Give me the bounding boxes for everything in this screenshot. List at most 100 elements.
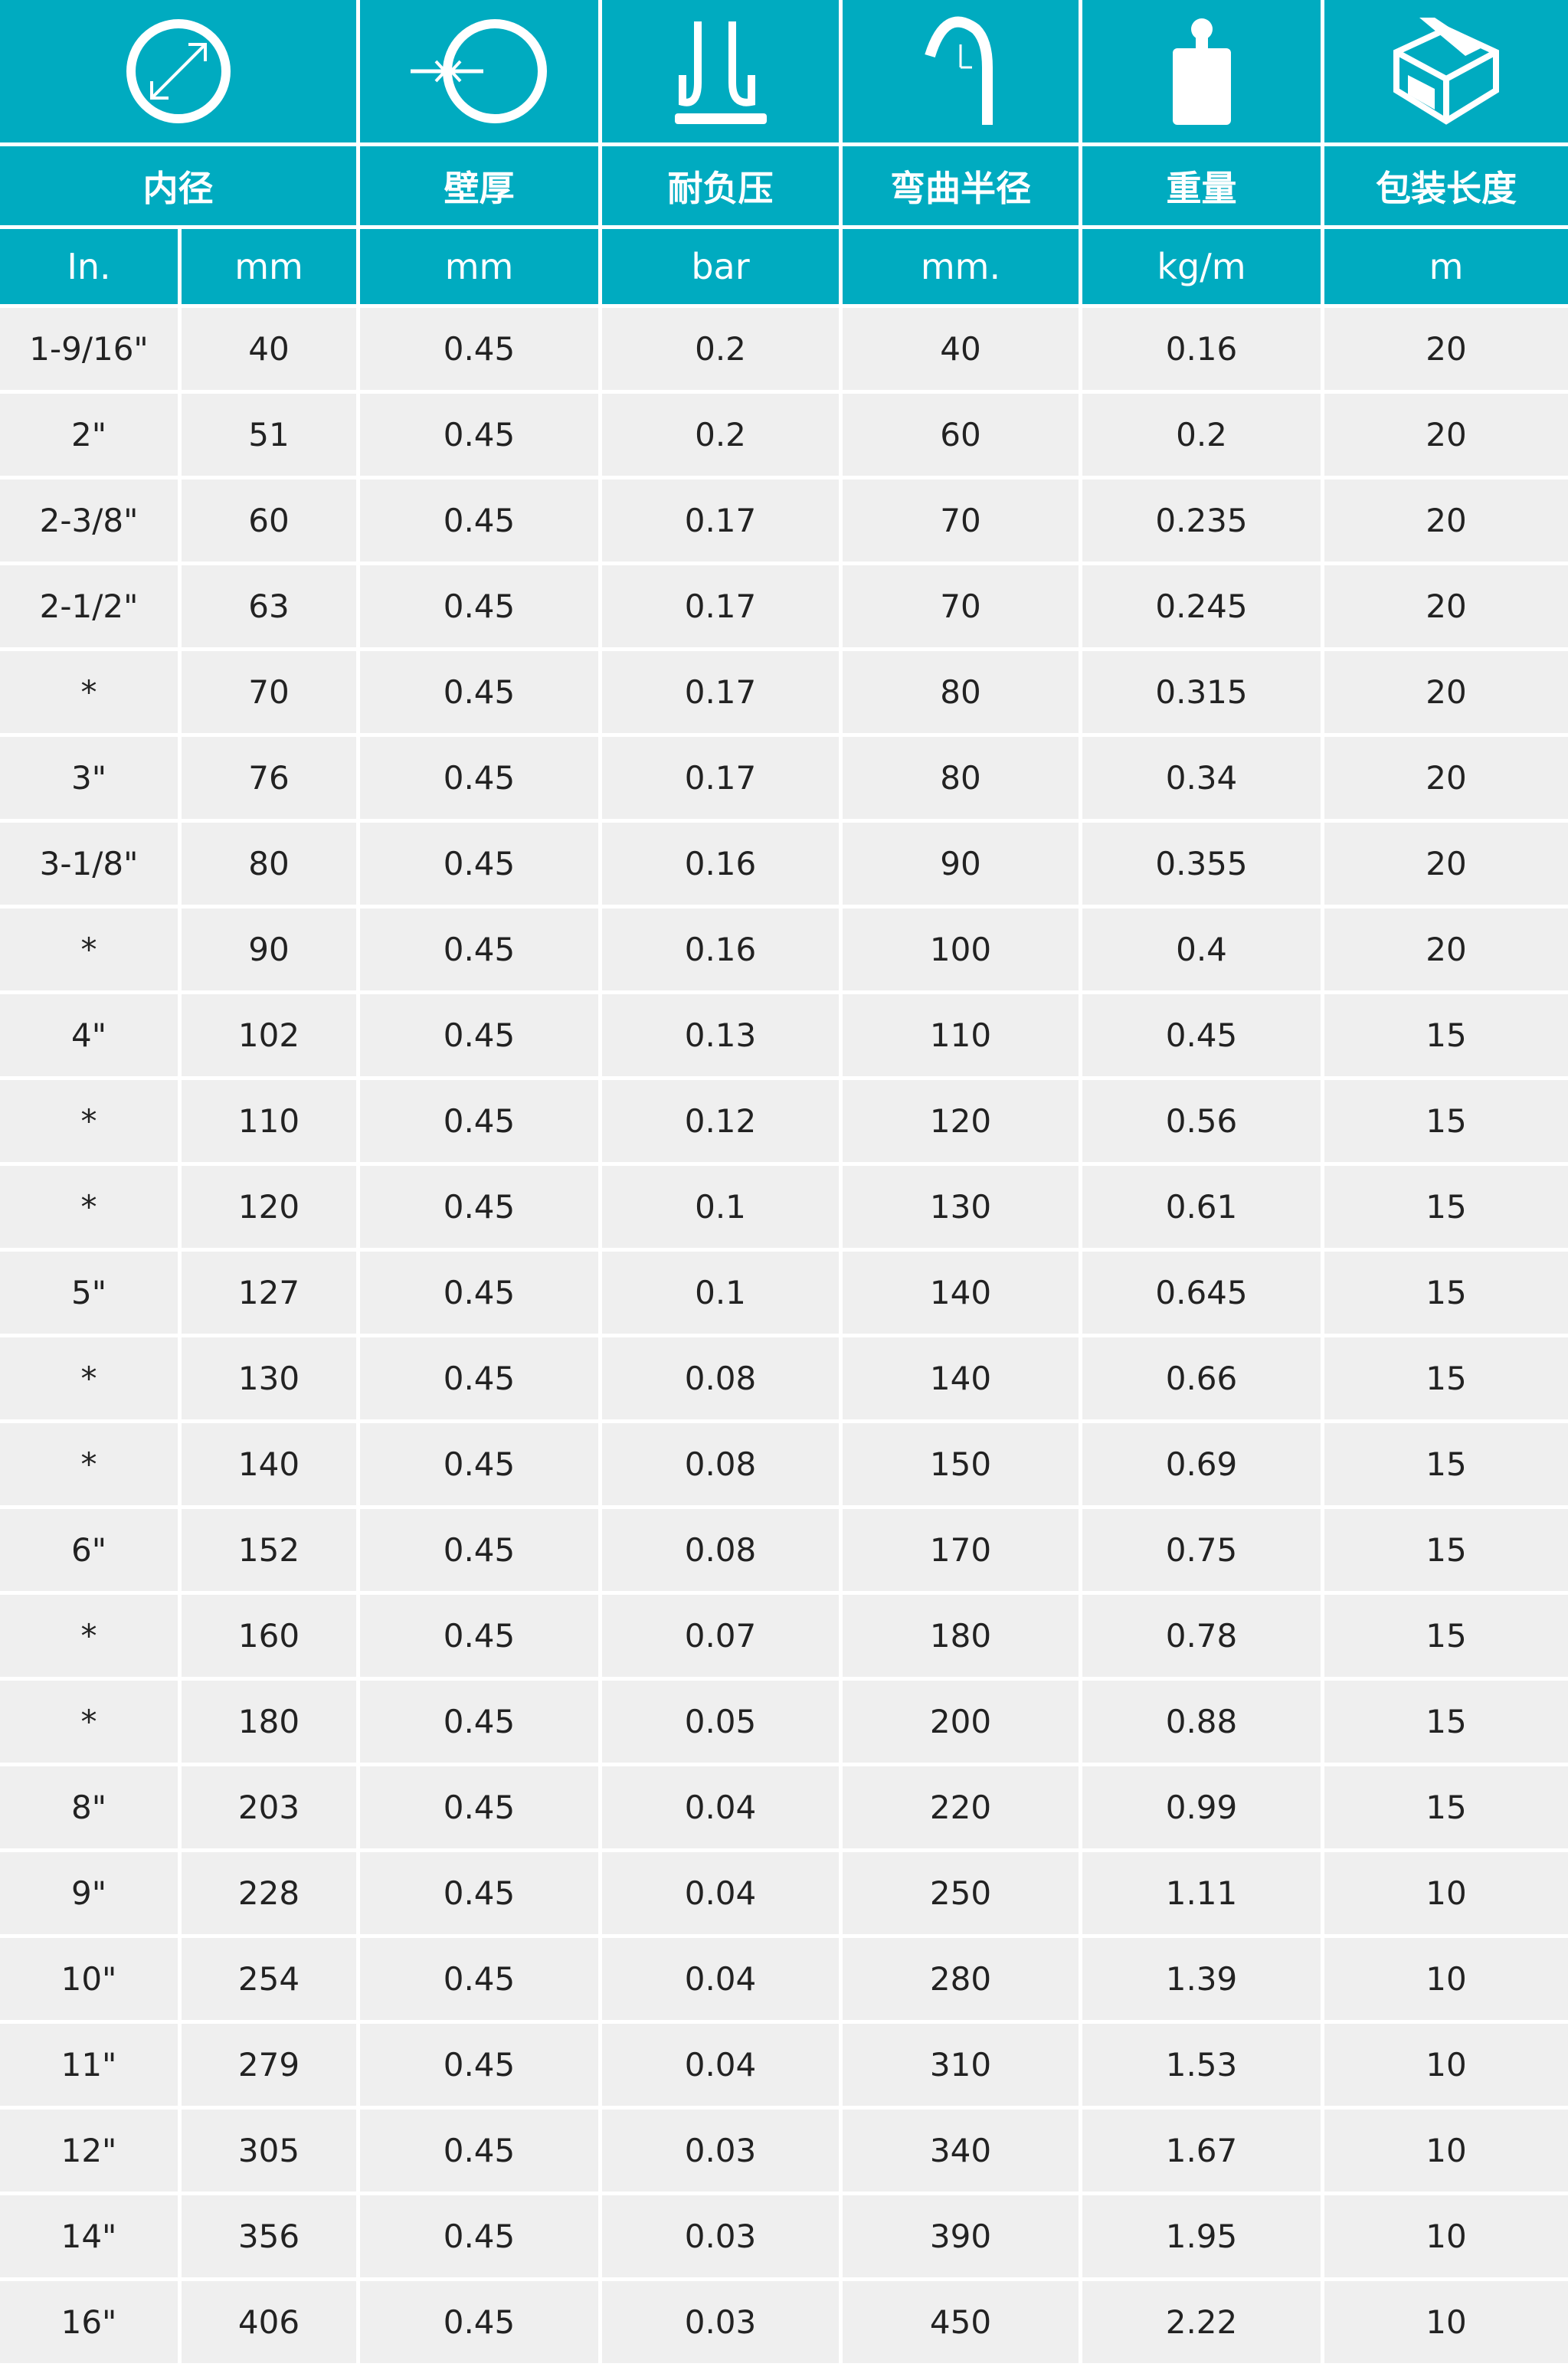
table-cell: 10 — [1324, 1852, 1568, 1938]
table-cell: 100 — [843, 908, 1082, 994]
table-row: 6" 152 0.45 0.08 170 0.75 15 — [0, 1509, 1568, 1595]
table-cell: 90 — [182, 908, 360, 994]
table-cell: 0.03 — [602, 2110, 843, 2195]
table-cell: 15 — [1324, 1252, 1568, 1337]
table-cell: 0.16 — [602, 823, 843, 908]
table-cell: 0.45 — [360, 1252, 602, 1337]
table-cell: * — [0, 1166, 182, 1252]
table-cell: 15 — [1324, 1337, 1568, 1423]
table-row: * 110 0.45 0.12 120 0.56 15 — [0, 1080, 1568, 1166]
table-row: 2" 51 0.45 0.2 60 0.2 20 — [0, 394, 1568, 480]
table-row: 9" 228 0.45 0.04 250 1.11 10 — [0, 1852, 1568, 1938]
table-cell: 0.45 — [360, 908, 602, 994]
inner-diameter-icon — [0, 0, 360, 146]
table-cell: 70 — [182, 651, 360, 737]
unit-cell: mm — [360, 229, 602, 308]
table-cell: 0.45 — [360, 1766, 602, 1852]
table-cell: 15 — [1324, 1509, 1568, 1595]
table-cell: 0.07 — [602, 1595, 843, 1681]
table-cell: 3-1/8" — [0, 823, 182, 908]
table-cell: 0.2 — [602, 394, 843, 480]
table-cell: 70 — [843, 480, 1082, 565]
table-cell: 0.03 — [602, 2195, 843, 2281]
unit-cell: m — [1324, 229, 1568, 308]
table-cell: 0.355 — [1082, 823, 1324, 908]
table-cell: 150 — [843, 1423, 1082, 1509]
table-cell: 140 — [843, 1252, 1082, 1337]
table-cell: 4" — [0, 994, 182, 1080]
table-cell: 0.45 — [360, 1938, 602, 2024]
table-body: 1-9/16" 40 0.45 0.2 40 0.16 20 2" 51 0.45 0.2 60 0.2… — [0, 308, 1568, 2367]
table-cell: 0.45 — [360, 308, 602, 394]
table-cell: 15 — [1324, 994, 1568, 1080]
table-row: 16" 406 0.45 0.03 450 2.22 10 — [0, 2281, 1568, 2367]
table-cell: 0.75 — [1082, 1509, 1324, 1595]
table-cell: 279 — [182, 2024, 360, 2110]
table-cell: 120 — [182, 1166, 360, 1252]
table-cell: 0.4 — [1082, 908, 1324, 994]
table-cell: 2-1/2" — [0, 565, 182, 651]
table-cell: 1-9/16" — [0, 308, 182, 394]
table-cell: 0.56 — [1082, 1080, 1324, 1166]
table-cell: 20 — [1324, 394, 1568, 480]
table-cell: 0.08 — [602, 1337, 843, 1423]
table-row: 12" 305 0.45 0.03 340 1.67 10 — [0, 2110, 1568, 2195]
table-cell: 20 — [1324, 308, 1568, 394]
table-cell: 250 — [843, 1852, 1082, 1938]
table-cell: 0.45 — [360, 565, 602, 651]
table-cell: 450 — [843, 2281, 1082, 2367]
table-cell: 127 — [182, 1252, 360, 1337]
table-cell: 10 — [1324, 2281, 1568, 2367]
table-cell: 80 — [182, 823, 360, 908]
table-row: 10" 254 0.45 0.04 280 1.39 10 — [0, 1938, 1568, 2024]
table-cell: 0.45 — [360, 2195, 602, 2281]
table-row: 4" 102 0.45 0.13 110 0.45 15 — [0, 994, 1568, 1080]
table-cell: 15 — [1324, 1766, 1568, 1852]
unit-cell: mm — [182, 229, 360, 308]
table-cell: 6" — [0, 1509, 182, 1595]
table-cell: 0.04 — [602, 1938, 843, 2024]
table-row: 5" 127 0.45 0.1 140 0.645 15 — [0, 1252, 1568, 1337]
table-cell: 70 — [843, 565, 1082, 651]
table-cell: 15 — [1324, 1595, 1568, 1681]
table-cell: 60 — [843, 394, 1082, 480]
table-cell: 20 — [1324, 908, 1568, 994]
table-cell: 120 — [843, 1080, 1082, 1166]
table-cell: 11" — [0, 2024, 182, 2110]
table-cell: 180 — [182, 1681, 360, 1766]
table-cell: 1.67 — [1082, 2110, 1324, 2195]
table-cell: 0.45 — [360, 480, 602, 565]
table-row: * 180 0.45 0.05 200 0.88 15 — [0, 1681, 1568, 1766]
table-cell: 0.05 — [602, 1681, 843, 1766]
table-cell: 0.04 — [602, 1852, 843, 1938]
weight-icon — [1082, 0, 1324, 146]
table-cell: 0.45 — [360, 1423, 602, 1509]
table-cell: 180 — [843, 1595, 1082, 1681]
table-row: 1-9/16" 40 0.45 0.2 40 0.16 20 — [0, 308, 1568, 394]
table-cell: 20 — [1324, 480, 1568, 565]
header-package-length: 包装长度 — [1324, 146, 1568, 229]
table-cell: 0.17 — [602, 480, 843, 565]
header-inner-diameter: 内径 — [0, 146, 360, 229]
unit-row: In. mm mm bar mm. kg/m m — [0, 229, 1568, 308]
table-row: * 130 0.45 0.08 140 0.66 15 — [0, 1337, 1568, 1423]
table-cell: 406 — [182, 2281, 360, 2367]
table-cell: 14" — [0, 2195, 182, 2281]
table-cell: 0.45 — [1082, 994, 1324, 1080]
table-cell: 1.11 — [1082, 1852, 1324, 1938]
table-cell: 140 — [182, 1423, 360, 1509]
table-cell: 356 — [182, 2195, 360, 2281]
table-cell: 280 — [843, 1938, 1082, 2024]
table-cell: 0.45 — [360, 1166, 602, 1252]
table-cell: 0.88 — [1082, 1681, 1324, 1766]
table-cell: 1.95 — [1082, 2195, 1324, 2281]
table-cell: 0.17 — [602, 737, 843, 823]
header-bend-radius: 弯曲半径 — [843, 146, 1082, 229]
table-cell: 0.78 — [1082, 1595, 1324, 1681]
table-cell: 254 — [182, 1938, 360, 2024]
table-cell: 0.08 — [602, 1509, 843, 1595]
table-cell: 15 — [1324, 1166, 1568, 1252]
table-cell: * — [0, 1681, 182, 1766]
header-wall-thickness: 壁厚 — [360, 146, 602, 229]
